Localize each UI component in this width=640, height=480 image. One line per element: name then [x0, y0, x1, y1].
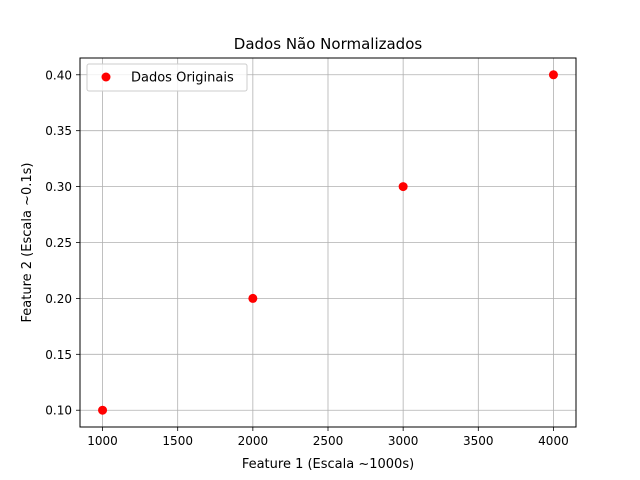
- legend-marker: [101, 72, 111, 82]
- y-tick-label: 0.25: [45, 236, 72, 250]
- legend: Dados Originais: [86, 63, 248, 92]
- data-points: [98, 70, 558, 415]
- x-tick-label: 3500: [463, 434, 494, 448]
- data-point: [548, 70, 558, 80]
- x-tick-label: 4000: [538, 434, 569, 448]
- x-tick-label: 1000: [87, 434, 118, 448]
- x-tick-label: 2500: [313, 434, 344, 448]
- data-point: [398, 182, 408, 192]
- y-tick-label: 0.35: [45, 124, 72, 138]
- legend-label: Dados Originais: [131, 71, 234, 86]
- data-point: [98, 405, 108, 415]
- y-axis-label: Feature 2 (Escala ~0.1s): [20, 163, 35, 323]
- legend-box: [86, 63, 248, 92]
- x-tick-label: 2000: [238, 434, 269, 448]
- x-tick-label: 1500: [162, 434, 193, 448]
- x-tick-label: 3000: [388, 434, 419, 448]
- y-tick-label: 0.30: [45, 180, 72, 194]
- chart-title: Dados Não Normalizados: [234, 35, 423, 53]
- x-axis-ticks: 1000 1500 2000 2500 3000 3500 4000: [87, 427, 569, 448]
- x-axis-label: Feature 1 (Escala ~1000s): [242, 457, 414, 472]
- y-tick-label: 0.10: [45, 404, 72, 418]
- y-tick-label: 0.15: [45, 348, 72, 362]
- y-tick-label: 0.20: [45, 292, 72, 306]
- grid-lines: [80, 58, 576, 427]
- data-point: [248, 293, 258, 303]
- y-tick-label: 0.40: [45, 68, 72, 82]
- y-axis-ticks: 0.10 0.15 0.20 0.25 0.30 0.35 0.40: [45, 68, 80, 418]
